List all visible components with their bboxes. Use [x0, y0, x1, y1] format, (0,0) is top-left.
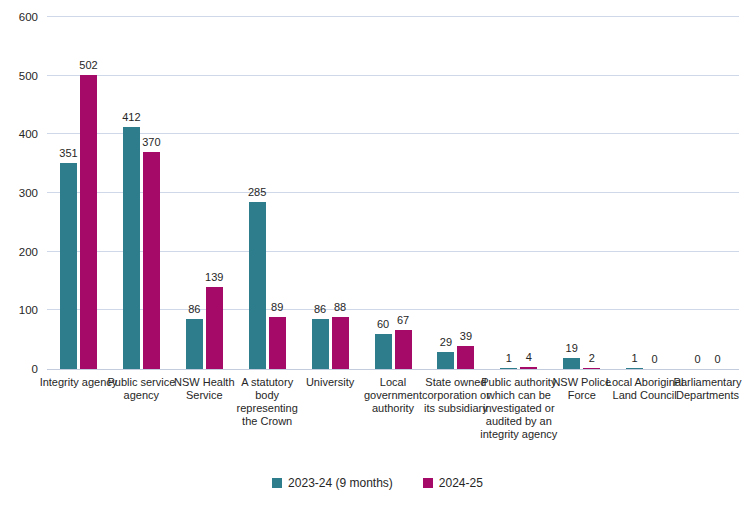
bar: [186, 319, 203, 369]
legend-series-label: 2024-25: [439, 476, 483, 490]
bar: [206, 287, 223, 369]
legend-series-label: 2023-24 (9 months): [288, 476, 393, 490]
bar-value-label: 88: [318, 301, 362, 314]
legend-item: 2024-25: [423, 476, 483, 490]
gridline: [47, 133, 739, 134]
bar: [332, 317, 349, 369]
bar: [143, 152, 160, 369]
legend-color-swatch: [272, 478, 282, 488]
x-axis-category-label: Parliamentary Departments: [669, 376, 747, 402]
y-axis-tick-label: 200: [0, 245, 38, 259]
y-axis-tick-label: 400: [0, 127, 38, 141]
bar-value-label: 502: [66, 59, 110, 72]
bar: [249, 202, 266, 369]
bar: [500, 368, 517, 369]
bar: [583, 368, 600, 369]
bar: [626, 368, 643, 369]
bar-value-label: 4: [507, 351, 551, 364]
bar: [457, 346, 474, 369]
x-axis-line: [47, 369, 739, 370]
gridline: [47, 75, 739, 76]
gridline: [47, 16, 739, 17]
bar-value-label: 89: [255, 301, 299, 314]
y-axis-tick-label: 500: [0, 69, 38, 83]
bar-value-label: 67: [381, 314, 425, 327]
bar: [395, 330, 412, 369]
bar-value-label: 139: [192, 271, 236, 284]
bar-value-label: 2: [570, 352, 614, 365]
y-axis-tick-label: 0: [0, 362, 38, 376]
bar-value-label: 0: [633, 353, 677, 366]
y-axis-tick-label: 100: [0, 303, 38, 317]
legend-item: 2023-24 (9 months): [272, 476, 393, 490]
bar: [123, 127, 140, 369]
bar: [60, 163, 77, 369]
bar: [269, 317, 286, 369]
bar-value-label: 370: [129, 136, 173, 149]
legend: 2023-24 (9 months) 2024-25: [0, 476, 755, 490]
y-axis-tick-label: 300: [0, 186, 38, 200]
legend-color-swatch: [423, 478, 433, 488]
bar-value-label: 0: [696, 353, 740, 366]
bar-value-label: 412: [109, 111, 153, 124]
y-axis-tick-label: 600: [0, 10, 38, 24]
bar: [312, 319, 329, 369]
bar: [80, 75, 97, 370]
bar: [520, 367, 537, 369]
bar: [375, 334, 392, 369]
bar: [437, 352, 454, 369]
bar-chart: 0100200300400500600 351502Integrity agen…: [0, 0, 755, 509]
plot-area: 351502Integrity agency412370Public servi…: [47, 17, 739, 369]
bar-value-label: 39: [444, 330, 488, 343]
bar-value-label: 285: [235, 186, 279, 199]
